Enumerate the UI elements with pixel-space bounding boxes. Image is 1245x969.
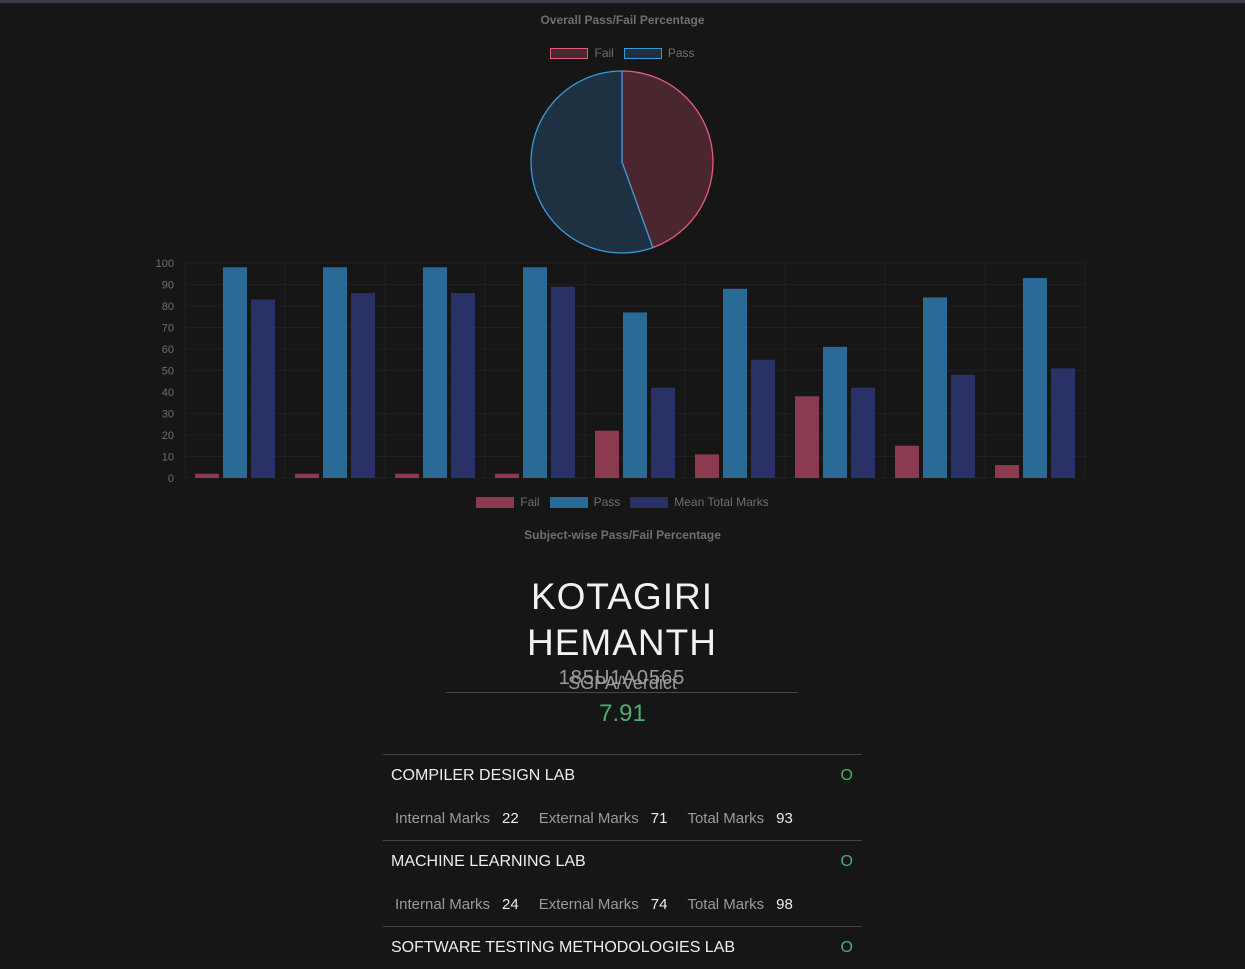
y-tick-label: 90: [162, 280, 174, 292]
total-marks-label: Total Marks: [687, 810, 765, 827]
bar-mean-total-marks[interactable]: [451, 293, 475, 478]
subject-header[interactable]: SOFTWARE TESTING METHODOLOGIES LAB O: [383, 927, 862, 969]
bar-pass[interactable]: [923, 297, 947, 478]
results-list: COMPILER DESIGN LAB O Internal Marks 22 …: [383, 754, 862, 969]
bar-fail[interactable]: [295, 473, 319, 478]
bar-legend-mean-label: Mean Total Marks: [674, 495, 769, 509]
pie-legend-fail-label: Fail: [594, 46, 614, 60]
bar-legend-mean-swatch: [630, 496, 669, 508]
pie-chart: [530, 70, 714, 254]
bar-fail[interactable]: [995, 465, 1019, 478]
bar-fail[interactable]: [595, 430, 619, 478]
bar-pass[interactable]: [823, 346, 847, 478]
bar-fail[interactable]: [195, 473, 219, 478]
y-tick-label: 40: [162, 387, 174, 399]
bar-pass[interactable]: [623, 312, 647, 478]
bar-fail[interactable]: [795, 396, 819, 478]
bar-legend-fail-swatch: [476, 496, 515, 508]
subject-grade: O: [840, 853, 853, 870]
y-tick-label: 10: [162, 452, 174, 464]
bar-chart-legend: Fail Pass Mean Total Marks: [0, 495, 1245, 509]
bar-legend-fail[interactable]: Fail: [476, 495, 540, 509]
pie-chart-title: Overall Pass/Fail Percentage: [540, 13, 705, 27]
bar-pass[interactable]: [223, 267, 247, 478]
bar-fail[interactable]: [695, 454, 719, 478]
student-name: KOTAGIRI HEMANTH: [527, 576, 717, 663]
pie-slice-fail[interactable]: [621, 70, 714, 249]
pie-slice-pass[interactable]: [530, 70, 654, 254]
bar-legend-pass[interactable]: Pass: [549, 495, 621, 509]
subject-grade: O: [840, 767, 853, 784]
subject-card: COMPILER DESIGN LAB O Internal Marks 22 …: [383, 754, 862, 840]
internal-marks-value: 22: [502, 810, 519, 827]
subject-marks: Internal Marks 24 External Marks 74 Tota…: [383, 883, 862, 926]
bar-mean-total-marks[interactable]: [551, 286, 575, 478]
window-top-border: [0, 0, 1245, 3]
bar-mean-total-marks[interactable]: [251, 299, 275, 478]
total-marks-value: 93: [776, 810, 793, 827]
pie-legend-fail[interactable]: Fail: [550, 46, 614, 60]
subject-card: SOFTWARE TESTING METHODOLOGIES LAB O: [383, 926, 862, 969]
bar-mean-total-marks[interactable]: [651, 387, 675, 478]
bar-pass[interactable]: [523, 267, 547, 478]
bar-chart-title: Subject-wise Pass/Fail Percentage: [524, 528, 721, 542]
pie-chart-legend: Fail Pass: [0, 46, 1245, 60]
subject-name: MACHINE LEARNING LAB: [391, 853, 586, 870]
subject-card: MACHINE LEARNING LAB O Internal Marks 24…: [383, 840, 862, 926]
y-tick-label: 50: [162, 366, 174, 378]
external-marks-value: 71: [650, 810, 668, 827]
bar-mean-total-marks[interactable]: [751, 359, 775, 478]
subject-marks: Internal Marks 22 External Marks 71 Tota…: [383, 797, 862, 840]
pie-legend-pass-label: Pass: [667, 46, 695, 60]
y-tick-label: 0: [168, 473, 174, 485]
internal-marks-label: Internal Marks: [395, 810, 491, 827]
y-tick-label: 80: [162, 301, 174, 313]
y-tick-label: 60: [162, 344, 174, 356]
bar-mean-total-marks[interactable]: [1051, 368, 1075, 478]
total-marks-label: Total Marks: [687, 896, 765, 913]
bar-chart: 0 10 20 30 40 50 60 70 80 90 100: [156, 258, 1086, 485]
subject-name: COMPILER DESIGN LAB: [391, 767, 576, 784]
bar-legend-mean[interactable]: Mean Total Marks: [630, 495, 769, 509]
y-tick-label: 20: [162, 430, 174, 442]
sgpa-label: SGPA/Verdict: [568, 673, 677, 693]
subject-header[interactable]: MACHINE LEARNING LAB O: [383, 841, 862, 883]
bar-fail[interactable]: [395, 473, 419, 478]
bar-pass[interactable]: [323, 267, 347, 478]
sgpa-value: 7.91: [599, 700, 646, 727]
pie-legend-pass[interactable]: Pass: [623, 46, 695, 60]
bar-mean-total-marks[interactable]: [351, 293, 375, 478]
pie-legend-pass-swatch: [623, 47, 662, 59]
bar-pass[interactable]: [1023, 278, 1047, 478]
subject-name: SOFTWARE TESTING METHODOLOGIES LAB: [391, 939, 736, 956]
bar-fail[interactable]: [895, 445, 919, 478]
subject-grade: O: [840, 939, 853, 956]
bar-pass[interactable]: [423, 267, 447, 478]
bar-fail[interactable]: [495, 473, 519, 478]
external-marks-label: External Marks: [538, 896, 639, 913]
bar-legend-pass-swatch: [549, 496, 588, 508]
y-tick-label: 30: [162, 409, 174, 421]
pie-legend-fail-swatch: [550, 47, 589, 59]
total-marks-value: 98: [776, 896, 793, 913]
y-tick-label: 70: [162, 323, 174, 335]
y-tick-label: 100: [156, 258, 174, 270]
student-header: KOTAGIRI HEMANTH 185U1A0565: [446, 574, 798, 693]
external-marks-value: 74: [650, 896, 668, 913]
subject-header[interactable]: COMPILER DESIGN LAB O: [383, 755, 862, 797]
student-roll-number: 185U1A0565: [558, 667, 686, 689]
external-marks-label: External Marks: [538, 810, 639, 827]
internal-marks-label: Internal Marks: [395, 896, 491, 913]
bar-legend-fail-label: Fail: [520, 495, 540, 509]
internal-marks-value: 24: [502, 896, 519, 913]
bar-mean-total-marks[interactable]: [951, 374, 975, 478]
bar-legend-pass-label: Pass: [593, 495, 621, 509]
bar-pass[interactable]: [723, 288, 747, 478]
bar-mean-total-marks[interactable]: [851, 387, 875, 478]
